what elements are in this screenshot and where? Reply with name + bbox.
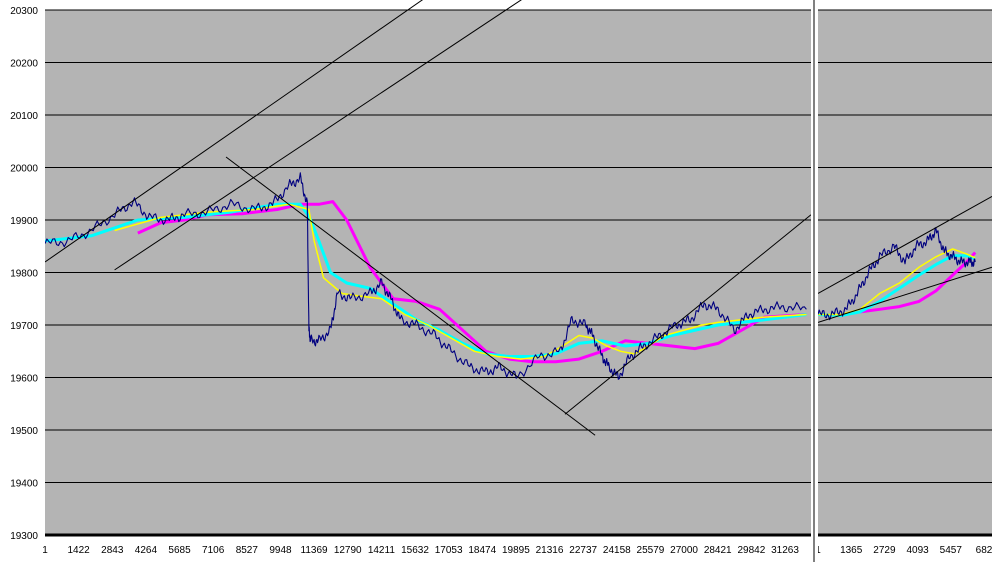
main-x-tick-label-14211: 14211 (368, 545, 396, 556)
main-x-tick-label-7106: 7106 (202, 545, 225, 556)
main-x-tick-label-1422: 1422 (68, 545, 91, 556)
main-series-ma-mid (45, 202, 807, 358)
y-tick-label-19800: 19800 (10, 269, 38, 280)
y-tick-label-19600: 19600 (10, 374, 38, 385)
y-tick-label-20200: 20200 (10, 59, 38, 70)
cont-data-layer (818, 195, 992, 323)
main-x-tick-label-24158: 24158 (603, 545, 631, 556)
main-x-tick-label-19895: 19895 (502, 545, 530, 556)
chart-panel-continuation: 1 1365 2729 4093 5457 682 (815, 9, 992, 556)
main-trendline-2 (114, 0, 522, 271)
main-x-tick-label-17053: 17053 (435, 545, 463, 556)
y-tick-label-19900: 19900 (10, 216, 38, 227)
main-x-tick-label-31263: 31263 (771, 545, 799, 556)
cont-x-tick-label-1365: 1365 (840, 545, 863, 556)
chart-panel-main: 19300 19400 19500 19600 19700 19800 19900 20000… (10, 0, 811, 556)
main-x-tick-label-9948: 9948 (269, 545, 292, 556)
main-series-ma-slow (137, 200, 807, 364)
cont-series-ma-mid (818, 254, 976, 318)
y-tick-label-19700: 19700 (10, 321, 38, 332)
y-tick-label-19300: 19300 (10, 531, 38, 542)
main-x-tick-label-12790: 12790 (334, 545, 362, 556)
main-x-tick-label-15632: 15632 (401, 545, 429, 556)
main-trendline-1 (45, 0, 424, 263)
y-tick-label-19500: 19500 (10, 426, 38, 437)
y-tick-label-19400: 19400 (10, 479, 38, 490)
cont-trendline-1 (818, 195, 992, 294)
main-x-tick-label-21316: 21316 (536, 545, 564, 556)
main-data-layer (45, 0, 811, 436)
y-tick-label-20000: 20000 (10, 164, 38, 175)
main-x-tick-label-5685: 5685 (168, 545, 191, 556)
main-x-tick-label-11369: 11369 (301, 545, 329, 556)
y-tick-label-20100: 20100 (10, 111, 38, 122)
main-x-tick-label-1: 1 (42, 545, 48, 556)
cont-x-tick-label-682: 682 (976, 545, 992, 556)
main-x-tick-label-29842: 29842 (737, 545, 765, 556)
main-x-tick-label-4264: 4264 (135, 545, 158, 556)
main-x-tick-label-22737: 22737 (569, 545, 597, 556)
main-trendline-3 (225, 156, 596, 436)
cont-x-tick-label-5457: 5457 (940, 545, 963, 556)
y-tick-label-20300: 20300 (10, 6, 38, 17)
cont-x-tick-label-4093: 4093 (906, 545, 929, 556)
main-trendline-4 (564, 214, 811, 415)
main-x-tick-label-18474: 18474 (468, 545, 496, 556)
main-x-tick-label-25579: 25579 (637, 545, 665, 556)
cont-x-tick-label-1: 1 (815, 545, 821, 556)
main-x-tick-label-8527: 8527 (236, 545, 259, 556)
cont-trendline-2 (818, 266, 992, 323)
main-x-tick-label-28421: 28421 (704, 545, 732, 556)
cont-x-tick-label-2729: 2729 (873, 545, 896, 556)
main-x-tick-label-27000: 27000 (670, 545, 698, 556)
cont-series-price (818, 227, 976, 321)
main-series-ma-fast (114, 203, 807, 360)
main-x-tick-label-2843: 2843 (101, 545, 124, 556)
